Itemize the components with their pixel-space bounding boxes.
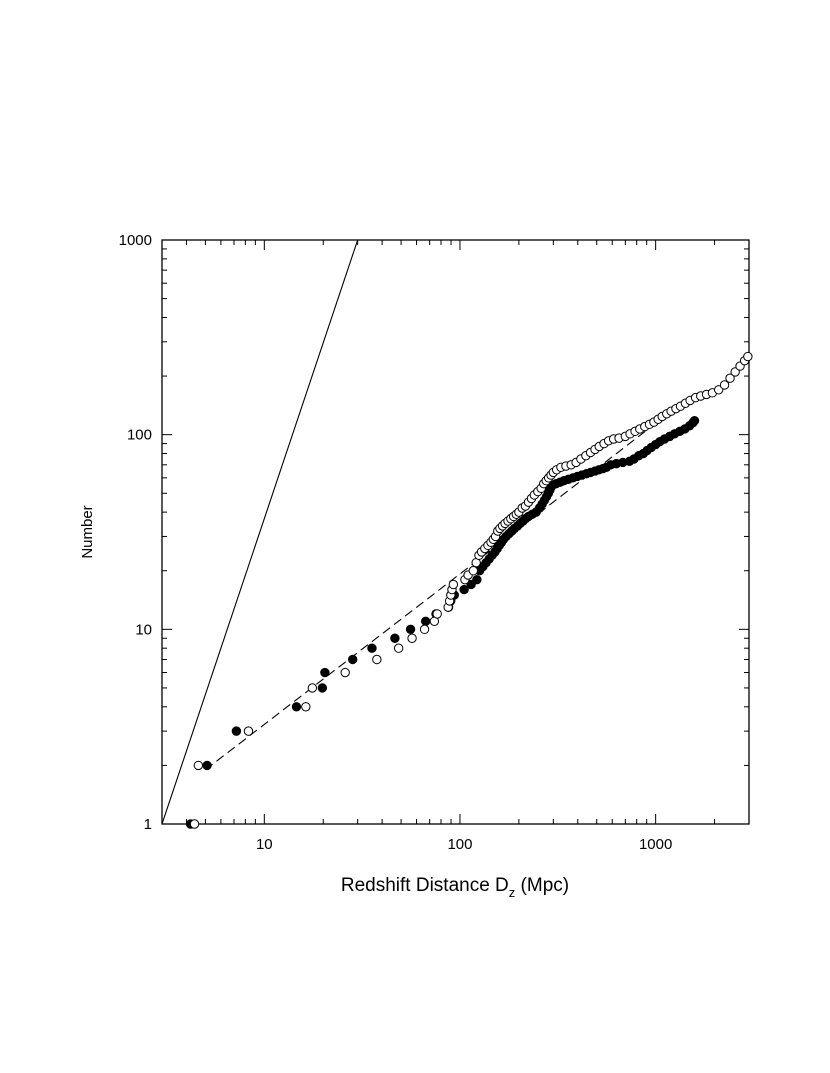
open-data-point (432, 609, 442, 619)
open-data-point (468, 566, 479, 576)
y-tick-label: 10 (135, 621, 152, 638)
open-data-point (725, 373, 735, 383)
open-data-point (340, 667, 350, 678)
filled-data-point (367, 643, 377, 653)
filled-data-point (420, 616, 431, 626)
y-tick-label: 1000 (119, 232, 152, 249)
y-axis-title: Number (79, 505, 96, 558)
plot-area (161, 239, 750, 825)
filled-data-point (689, 415, 700, 426)
filled-data-point (348, 654, 358, 665)
open-data-point (407, 633, 417, 643)
y-tick-label: 100 (127, 427, 152, 444)
reference-lines (162, 240, 679, 824)
filled-data-point (472, 574, 482, 585)
filled-data-point (291, 702, 302, 712)
open-data-point (243, 726, 254, 736)
x-tick-label: 1000 (639, 836, 672, 853)
x-axis-title-main: Redshift Distance D (341, 875, 509, 896)
x-tick-label: 10 (256, 836, 273, 853)
filled-data-point (202, 760, 212, 771)
filled-circle-series (185, 415, 700, 829)
open-data-point (193, 760, 204, 771)
data-points (185, 351, 753, 829)
open-data-point (419, 624, 430, 635)
open-circle-series (189, 351, 753, 829)
filled-data-point (405, 624, 416, 635)
open-data-point (372, 654, 382, 665)
x-axis-title-subscript: z (509, 885, 516, 900)
filled-data-point (320, 667, 330, 678)
y-tick-label: 1 (144, 816, 152, 833)
open-data-point (743, 351, 753, 362)
filled-data-point (459, 584, 469, 595)
filled-data-point (390, 633, 400, 643)
open-data-point (189, 819, 200, 829)
filled-data-point (317, 683, 328, 693)
open-data-point (393, 643, 404, 653)
tick-labels: 10 100 1000 1 10 100 1000 (119, 232, 673, 853)
open-data-point (448, 579, 459, 590)
filled-data-point (231, 726, 242, 736)
solid-reference-line (162, 240, 359, 824)
x-axis-title: Redshift Distance Dz (Mpc) (341, 875, 569, 900)
plot-frame (161, 239, 750, 825)
x-axis-title-unit: (Mpc) (515, 875, 569, 896)
x-tick-label: 100 (447, 836, 472, 853)
dashed-fit-line (205, 405, 679, 771)
axis-ticks (161, 239, 750, 825)
open-data-point (719, 380, 730, 390)
open-data-point (307, 683, 318, 693)
open-data-point (301, 702, 311, 712)
